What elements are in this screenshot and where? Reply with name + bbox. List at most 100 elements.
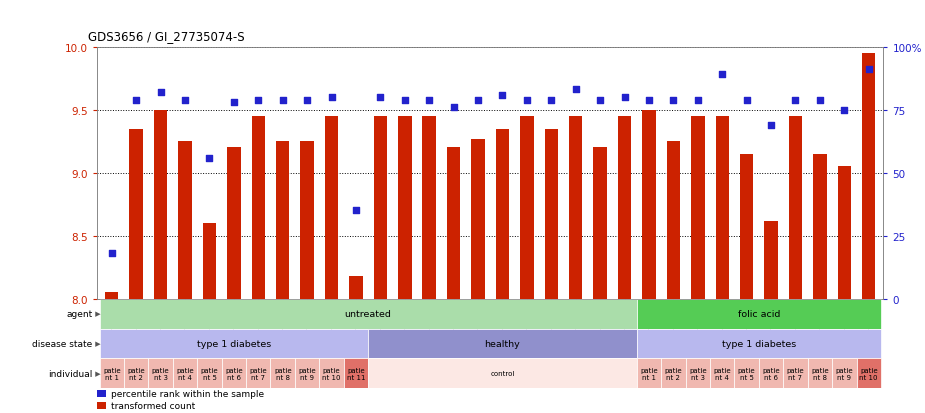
Point	[593, 97, 608, 104]
Point	[349, 208, 364, 214]
Bar	[758, 358, 783, 388]
Point	[276, 97, 290, 104]
Text: patie
nt 3: patie nt 3	[689, 367, 707, 380]
Text: patie
nt 6: patie nt 6	[225, 367, 242, 380]
Bar	[496, 129, 509, 299]
Text: transformed count: transformed count	[111, 401, 195, 410]
Text: folic acid: folic acid	[737, 309, 780, 318]
Text: patie
nt 7: patie nt 7	[250, 367, 267, 380]
Bar	[447, 148, 461, 299]
Bar	[100, 329, 368, 358]
Bar	[520, 116, 534, 299]
Point	[520, 97, 535, 104]
Point	[178, 97, 192, 104]
Bar	[710, 358, 734, 388]
Bar	[783, 358, 808, 388]
Text: type 1 diabetes: type 1 diabetes	[722, 339, 796, 348]
Bar	[734, 358, 758, 388]
Bar	[124, 358, 148, 388]
Bar	[862, 54, 875, 299]
Bar	[270, 358, 295, 388]
Point	[495, 92, 510, 99]
Point	[812, 97, 827, 104]
Point	[739, 97, 754, 104]
Bar	[636, 299, 881, 329]
Point	[129, 97, 143, 104]
Text: patie
nt 6: patie nt 6	[762, 367, 780, 380]
Bar	[203, 223, 216, 299]
Bar	[832, 358, 857, 388]
Bar	[301, 142, 314, 299]
Point	[373, 95, 388, 101]
Point	[398, 97, 413, 104]
Bar	[368, 358, 636, 388]
Bar	[325, 116, 339, 299]
Point	[105, 250, 119, 257]
Text: ▶: ▶	[93, 311, 101, 317]
Point	[227, 100, 241, 106]
Bar	[764, 221, 778, 299]
Point	[788, 97, 803, 104]
Point	[666, 97, 681, 104]
Bar	[105, 293, 118, 299]
Bar	[368, 329, 636, 358]
Bar	[398, 116, 412, 299]
Text: patie
nt 2: patie nt 2	[664, 367, 683, 380]
Bar	[344, 358, 368, 388]
Bar	[100, 358, 124, 388]
Point	[861, 67, 876, 74]
Bar	[350, 276, 363, 299]
Bar	[100, 299, 636, 329]
Bar	[636, 358, 661, 388]
Point	[324, 95, 339, 101]
Text: individual: individual	[48, 369, 92, 378]
Bar	[716, 116, 729, 299]
Text: control: control	[490, 370, 514, 376]
Point	[617, 95, 632, 101]
Bar	[691, 116, 705, 299]
Text: patie
nt 2: patie nt 2	[128, 367, 145, 380]
Point	[690, 97, 705, 104]
Bar	[130, 129, 142, 299]
Text: disease state: disease state	[32, 339, 92, 348]
Bar	[838, 167, 851, 299]
Text: patie
nt 1: patie nt 1	[103, 367, 120, 380]
Point	[446, 104, 461, 111]
Point	[422, 97, 437, 104]
Bar	[808, 358, 832, 388]
Bar	[789, 116, 802, 299]
Bar	[154, 110, 167, 299]
Text: patie
nt 4: patie nt 4	[177, 367, 194, 380]
Bar	[179, 142, 191, 299]
Point	[544, 97, 559, 104]
Bar	[569, 116, 583, 299]
Text: agent: agent	[67, 309, 92, 318]
Bar	[667, 142, 680, 299]
Point	[568, 87, 583, 94]
Text: patie
nt 9: patie nt 9	[835, 367, 853, 380]
Bar	[636, 329, 881, 358]
Point	[642, 97, 657, 104]
Text: patie
nt 5: patie nt 5	[201, 367, 218, 380]
Bar	[618, 116, 631, 299]
Text: patie
nt 3: patie nt 3	[152, 367, 169, 380]
Bar	[173, 358, 197, 388]
Bar	[319, 358, 344, 388]
Bar	[148, 358, 173, 388]
Text: patie
nt 5: patie nt 5	[738, 367, 756, 380]
Text: patie
nt 7: patie nt 7	[786, 367, 804, 380]
Text: type 1 diabetes: type 1 diabetes	[197, 339, 271, 348]
Bar	[685, 358, 710, 388]
Bar	[252, 116, 265, 299]
Bar	[276, 142, 290, 299]
Point	[471, 97, 486, 104]
Bar	[246, 358, 270, 388]
Text: percentile rank within the sample: percentile rank within the sample	[111, 389, 265, 399]
Text: ▶: ▶	[93, 341, 101, 347]
Text: patie
nt 11: patie nt 11	[347, 367, 365, 380]
Bar	[295, 358, 319, 388]
Point	[837, 107, 852, 114]
Bar	[661, 358, 685, 388]
Bar	[545, 129, 558, 299]
Bar	[472, 139, 485, 299]
